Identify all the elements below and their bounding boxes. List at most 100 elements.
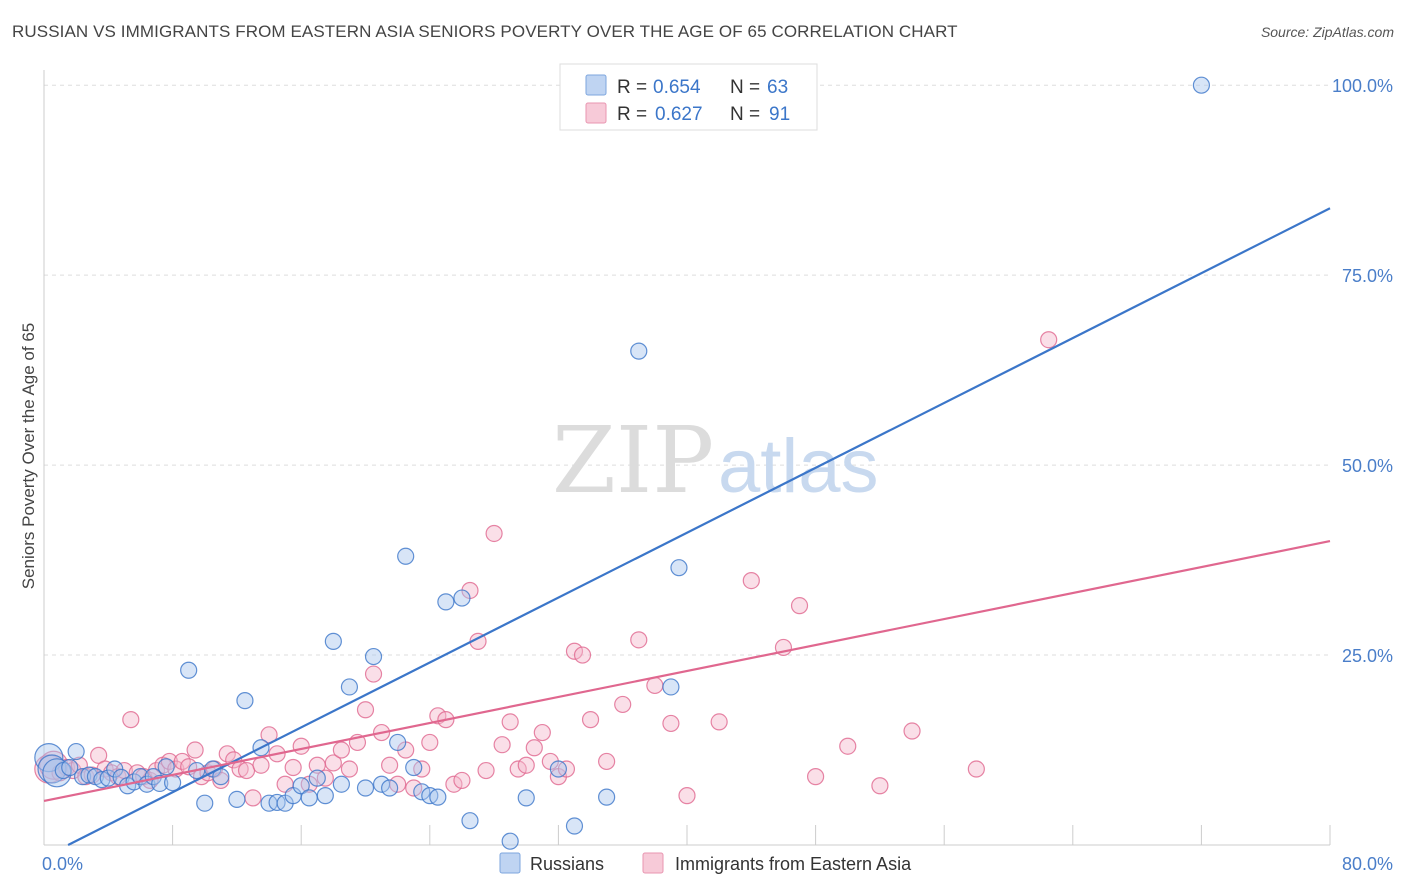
immigrants-point-79 xyxy=(662,714,680,733)
y-tick-label-0: 25.0% xyxy=(1342,646,1393,666)
immigrants-point-77 xyxy=(630,631,648,649)
legend-r-label-russians: R = xyxy=(617,77,647,98)
immigrants-point-84 xyxy=(790,597,809,615)
russians-point-27 xyxy=(236,692,254,710)
x-tick-label-0: 0.0% xyxy=(42,854,83,874)
russians-point-58 xyxy=(630,342,648,360)
legend-n-value-immigrants: 91 xyxy=(769,104,790,125)
immigrants-point-32 xyxy=(244,789,262,807)
russians-point-51 xyxy=(453,589,471,607)
immigrants-point-81 xyxy=(710,713,728,731)
legend-swatch-russians xyxy=(585,74,607,96)
immigrants-point-57 xyxy=(445,775,463,793)
russians-point-60 xyxy=(670,559,688,577)
legend-r-label-immigrants: R = xyxy=(617,104,647,125)
russians-point-46 xyxy=(405,758,423,777)
legend-swatch-immigrants xyxy=(585,102,607,124)
immigrants-point-63 xyxy=(493,736,511,754)
y-tick-label-1: 50.0% xyxy=(1342,456,1393,476)
russians-point-5 xyxy=(67,742,85,761)
immigrants-point-52 xyxy=(405,779,423,797)
russians-point-9 xyxy=(93,771,111,789)
russians-point-1 xyxy=(37,754,67,784)
immigrants-point-46 xyxy=(356,701,375,719)
russians-point-19 xyxy=(157,758,175,776)
russians-point-52 xyxy=(461,812,479,830)
russians-point-39 xyxy=(340,678,359,696)
russians-point-33 xyxy=(292,777,310,795)
immigrants-point-43 xyxy=(332,741,350,759)
immigrants-point-89 xyxy=(967,760,985,778)
watermark: ZIP atlas xyxy=(552,407,879,514)
immigrants-point-74 xyxy=(581,711,600,729)
immigrants-point-28 xyxy=(218,745,236,763)
immigrants-point-54 xyxy=(421,733,439,752)
immigrants-trend-line xyxy=(43,540,1331,803)
watermark-zip: ZIP xyxy=(552,407,714,514)
y-tick-label-3: 100.0% xyxy=(1332,76,1393,96)
immigrants-point-82 xyxy=(742,571,760,590)
immigrants-point-90 xyxy=(1040,331,1058,349)
russians-point-34 xyxy=(300,789,318,807)
immigrants-point-38 xyxy=(292,737,310,755)
russians-point-6 xyxy=(73,768,92,786)
bottom-legend-swatch-russians xyxy=(499,852,521,874)
chart-source: Source: ZipAtlas.com xyxy=(1260,24,1394,40)
russians-point-50 xyxy=(437,593,455,611)
immigrants-point-67 xyxy=(525,739,543,757)
russians-point-43 xyxy=(381,779,399,797)
russians-point-56 xyxy=(565,817,584,835)
russians-point-59 xyxy=(662,678,680,696)
immigrants-point-37 xyxy=(284,758,302,777)
immigrants-point-47 xyxy=(364,665,383,683)
immigrants-point-73 xyxy=(573,646,592,664)
tick-labels: 25.0% 50.0% 75.0% 100.0% 0.0% 80.0% xyxy=(42,76,1393,874)
immigrants-point-64 xyxy=(501,713,519,731)
watermark-atlas: atlas xyxy=(718,424,879,509)
immigrants-point-76 xyxy=(614,695,632,714)
immigrants-point-85 xyxy=(806,768,825,786)
russians-point-57 xyxy=(598,788,616,806)
russians-point-23 xyxy=(196,794,214,812)
immigrants-point-13 xyxy=(122,711,140,729)
russians-point-40 xyxy=(356,779,375,797)
y-tick-label-2: 75.0% xyxy=(1342,266,1393,286)
y-axis-title: Seniors Poverty Over the Age of 65 xyxy=(19,323,38,589)
chart-title: RUSSIAN VS IMMIGRANTS FROM EASTERN ASIA … xyxy=(12,22,958,41)
immigrants-point-87 xyxy=(871,777,889,795)
immigrants-point-44 xyxy=(340,760,359,778)
immigrants-point-80 xyxy=(678,787,696,805)
top-legend: R = 0.654 N = 63 R = 0.627 N = 91 xyxy=(559,63,818,131)
immigrants-point-49 xyxy=(381,756,399,774)
bottom-legend-immigrants: Immigrants from Eastern Asia xyxy=(675,854,912,874)
russians-point-45 xyxy=(397,547,415,565)
series-immigrants-points xyxy=(34,331,1058,807)
immigrants-point-78 xyxy=(646,676,664,695)
russians-point-4 xyxy=(61,758,79,777)
immigrants-point-75 xyxy=(598,752,616,771)
russians-trend-line xyxy=(67,207,1331,846)
legend-n-value-russians: 63 xyxy=(767,77,788,98)
immigrants-point-86 xyxy=(839,737,857,755)
immigrants-point-42 xyxy=(324,754,342,772)
legend-r-value-immigrants: 0.627 xyxy=(655,104,703,125)
russians-point-36 xyxy=(316,787,334,805)
russians-point-53 xyxy=(501,832,519,850)
russians-point-62 xyxy=(1192,76,1211,94)
immigrants-point-23 xyxy=(186,741,204,759)
russians-point-26 xyxy=(228,790,246,809)
russians-point-7 xyxy=(80,766,98,784)
immigrants-point-62 xyxy=(485,524,503,543)
russians-point-47 xyxy=(413,783,431,801)
x-tick-label-1: 80.0% xyxy=(1342,854,1393,874)
bottom-legend: Russians Immigrants from Eastern Asia xyxy=(499,852,912,874)
immigrants-point-58 xyxy=(453,771,471,790)
russians-point-38 xyxy=(332,775,350,793)
immigrants-point-66 xyxy=(517,756,535,774)
trend-lines xyxy=(43,207,1331,846)
legend-n-label-russians: N = xyxy=(730,77,760,98)
immigrants-point-61 xyxy=(477,761,495,780)
bottom-legend-russians: Russians xyxy=(530,854,604,874)
russians-point-35 xyxy=(308,769,326,787)
